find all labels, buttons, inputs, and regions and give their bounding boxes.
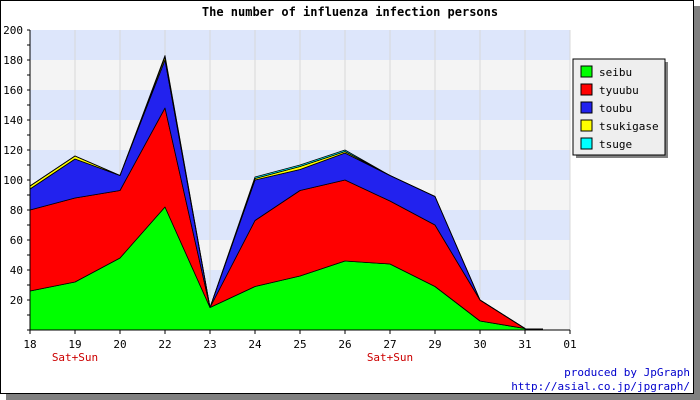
legend-label-tsuge: tsuge [599,138,632,151]
y-tick-label: 40 [10,264,23,277]
y-tick-label: 200 [3,24,23,37]
legend-label-tyuubu: tyuubu [599,84,639,97]
legend-label-tsukigase: tsukigase [599,120,659,133]
legend: seibu tyuubu toubu tsukigase tsuge [572,58,668,158]
y-tick-label: 20 [10,294,23,307]
legend-swatch-seibu [580,65,593,78]
y-tick-label: 160 [3,84,23,97]
x-tick-label: 23 [203,338,216,351]
chart-title: The number of influenza infection person… [202,5,498,19]
legend-swatch-tsukigase [580,119,593,132]
y-tick-label: 60 [10,234,23,247]
legend-label-toubu: toubu [599,102,632,115]
x-tick-label: 01 [563,338,576,351]
y-tick-label: 80 [10,204,23,217]
y-tick-label: 100 [3,174,23,187]
x-tick-label: 18 [23,338,36,351]
x-tick-label: 26 [338,338,351,351]
legend-label-seibu: seibu [599,66,632,79]
weekend-label: Sat+Sun [52,351,98,364]
x-tick-label: 30 [473,338,486,351]
y-tick-label: 140 [3,114,23,127]
x-tick-label: 25 [293,338,306,351]
y-tick-label: 180 [3,54,23,67]
legend-swatch-toubu [580,101,593,114]
weekend-label: Sat+Sun [367,351,413,364]
y-tick-label: 120 [3,144,23,157]
credit-produced-by: produced by JpGraph [564,366,690,379]
legend-swatch-tyuubu [580,83,593,96]
x-tick-label: 27 [383,338,396,351]
stacked-areas [29,55,543,331]
credit-url[interactable]: http://asial.co.jp/jpgraph/ [511,380,690,393]
axes: 20 40 60 80 100 120 140 160 180 200 18 19 20 22 23 24 25… [3,24,577,364]
x-tick-label: 29 [428,338,441,351]
x-tick-label: 22 [158,338,171,351]
legend-swatch-tsuge [580,137,593,150]
x-tick-label: 20 [113,338,126,351]
x-tick-label: 31 [518,338,531,351]
x-tick-label: 24 [248,338,262,351]
x-tick-label: 19 [68,338,81,351]
